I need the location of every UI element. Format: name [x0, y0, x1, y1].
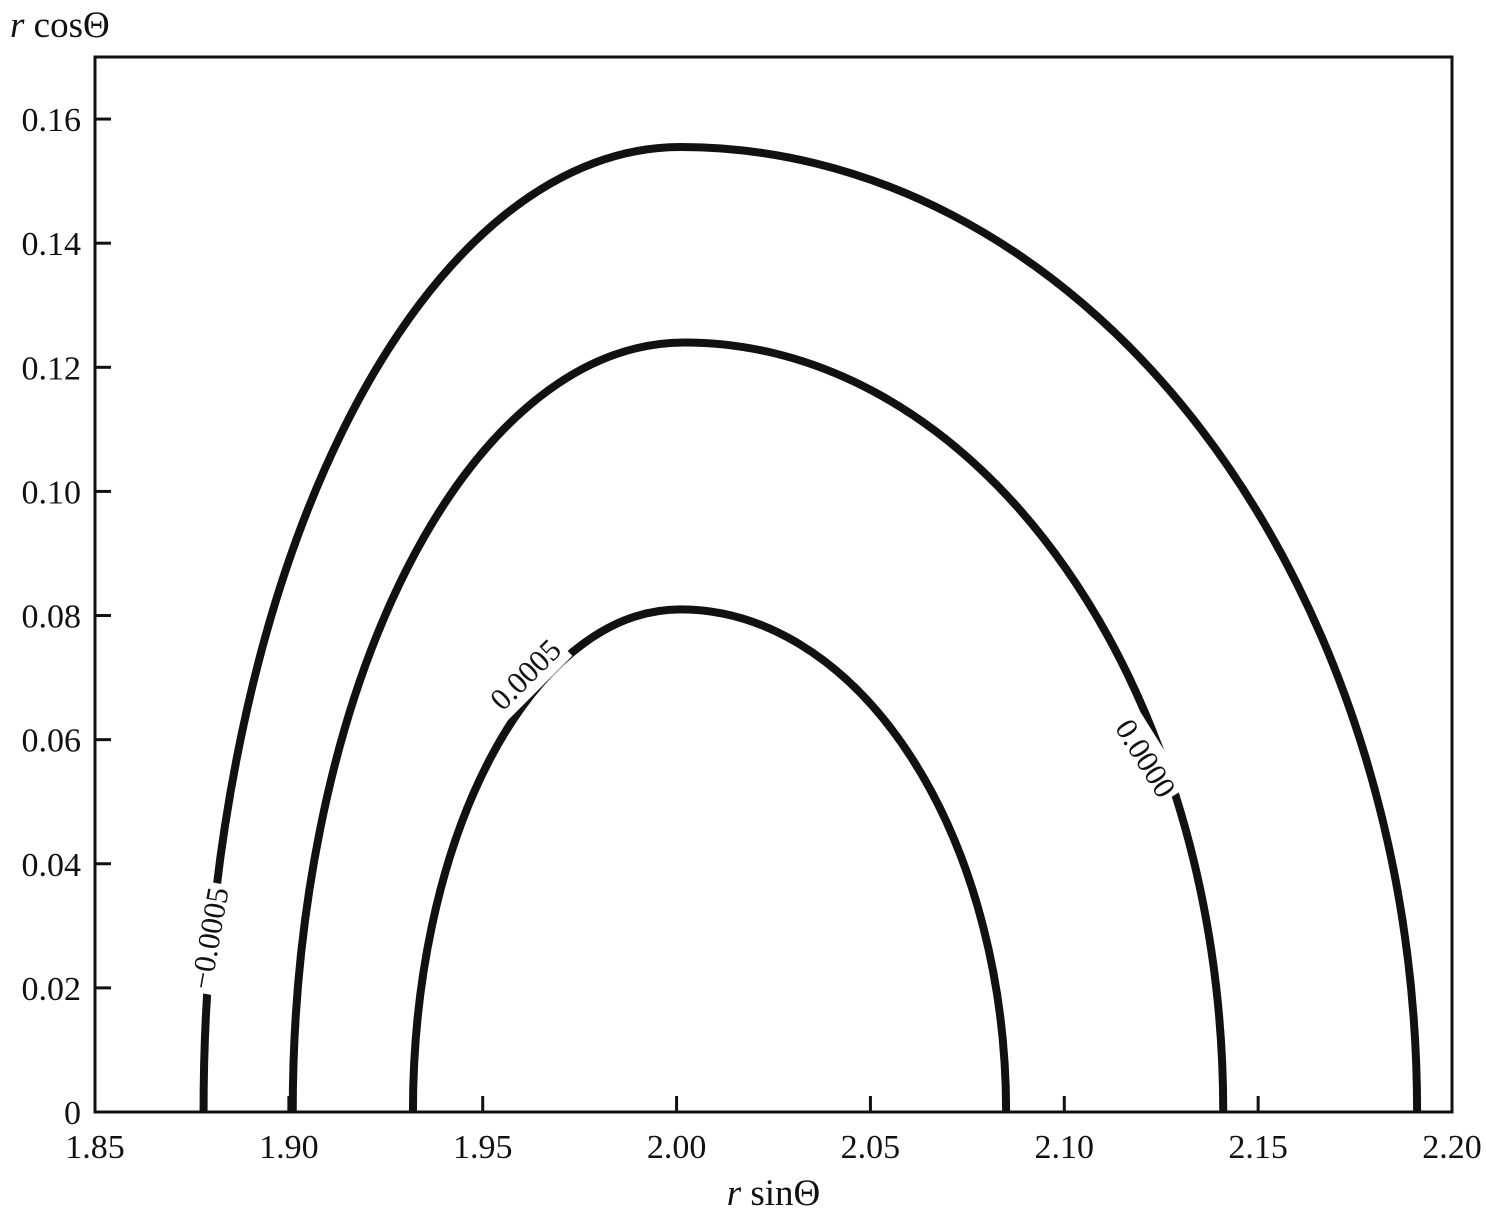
contour-label-group: 0.0000 — [1104, 708, 1188, 809]
contour-line — [199, 142, 1422, 1113]
contour-line — [288, 338, 1228, 1113]
y-tick-label: 0.16 — [22, 102, 82, 139]
x-tick-label: 1.85 — [65, 1129, 125, 1166]
contour-label-gap — [180, 880, 239, 997]
y-axis-title-variable: r — [10, 5, 25, 46]
x-tick-label: 2.10 — [1035, 1129, 1095, 1166]
contour-label-gap — [1104, 708, 1188, 809]
contour-label-group: −0.0005 — [180, 880, 239, 997]
axes-box — [93, 55, 1454, 1114]
x-tick-label: 2.05 — [841, 1129, 901, 1166]
contour-label-gap — [478, 627, 573, 722]
y-axis-title-function: cosΘ — [24, 5, 110, 46]
x-axis-title: r sinΘ — [95, 1172, 1452, 1215]
y-tick-label: 0.04 — [22, 847, 82, 884]
x-axis-title-function: sinΘ — [741, 1173, 821, 1214]
x-tick-label: 2.20 — [1422, 1129, 1482, 1166]
x-tick-label: 1.95 — [453, 1129, 513, 1166]
contour-label: 0.0000 — [1108, 713, 1183, 804]
y-tick-label: 0.08 — [22, 599, 82, 636]
y-tick-label: 0.14 — [22, 226, 82, 263]
x-axis-title-variable: r — [726, 1173, 742, 1214]
y-tick-label: 0.12 — [22, 350, 82, 387]
y-tick-label: 0.06 — [22, 723, 82, 760]
x-tick-label: 2.00 — [647, 1129, 707, 1166]
y-tick-label: 0.02 — [22, 971, 82, 1008]
y-tick-label: 0 — [64, 1095, 81, 1132]
x-tick-label: 1.90 — [259, 1129, 319, 1166]
y-tick-label: 0.10 — [22, 474, 82, 511]
contour-line — [408, 605, 1011, 1113]
x-tick-label: 2.15 — [1228, 1129, 1288, 1166]
y-axis-title: r cosΘ — [10, 4, 110, 47]
